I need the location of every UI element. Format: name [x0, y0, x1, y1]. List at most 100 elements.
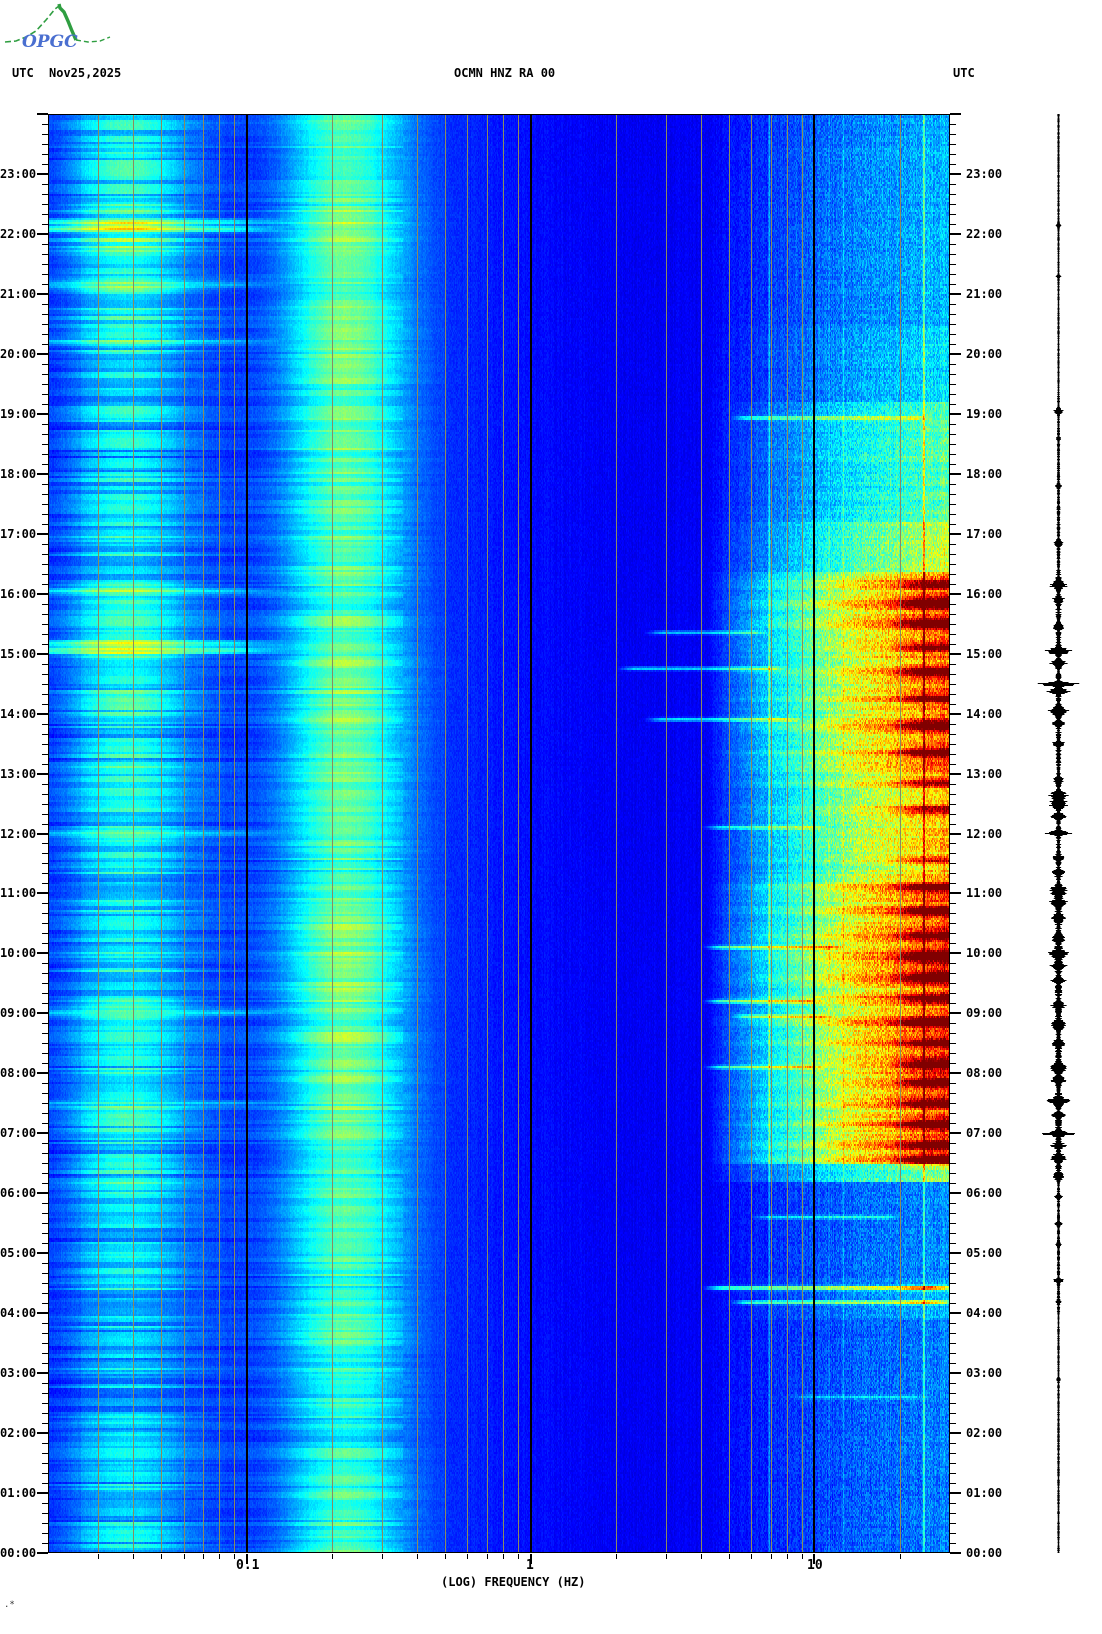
- hour-label-right-05:00: 05:00: [966, 1246, 1003, 1261]
- y-minor-tick-right: [950, 1303, 956, 1304]
- y-minor-tick-left: [42, 704, 48, 705]
- y-minor-tick-left: [42, 1243, 48, 1244]
- y-minor-tick-right: [950, 184, 956, 185]
- y-major-tick-right: [950, 113, 961, 115]
- y-minor-tick-left: [42, 364, 48, 365]
- y-minor-tick-right: [950, 1223, 956, 1224]
- y-minor-tick-right: [950, 1043, 956, 1044]
- y-major-tick-left: [37, 1432, 48, 1434]
- hour-label-left-00:00: 00:00: [0, 1546, 37, 1560]
- y-minor-tick-left: [42, 614, 48, 615]
- y-minor-tick-left: [42, 214, 48, 215]
- hour-label-right-03:00: 03:00: [966, 1366, 1003, 1381]
- y-minor-tick-left: [42, 794, 48, 795]
- y-minor-tick-left: [42, 404, 48, 405]
- y-minor-tick-left: [42, 1153, 48, 1154]
- y-major-tick-left: [37, 713, 48, 715]
- y-major-tick-right: [950, 353, 961, 355]
- y-major-tick-left: [37, 1552, 48, 1554]
- y-minor-tick-right: [950, 863, 956, 864]
- y-minor-tick-right: [950, 264, 956, 265]
- hour-label-right-12:00: 12:00: [966, 826, 1003, 841]
- logo-mountain-left-slope: [4, 5, 60, 43]
- x-minor-tick: [467, 1554, 468, 1559]
- y-major-tick-right: [950, 473, 961, 475]
- y-minor-tick-left: [42, 564, 48, 565]
- y-minor-tick-left: [42, 504, 48, 505]
- y-minor-tick-left: [42, 1083, 48, 1084]
- y-minor-tick-left: [42, 1323, 48, 1324]
- y-minor-tick-left: [42, 604, 48, 605]
- y-minor-tick-left: [42, 1273, 48, 1274]
- y-minor-tick-left: [42, 434, 48, 435]
- y-minor-tick-right: [950, 744, 956, 745]
- y-minor-tick-right: [950, 853, 956, 854]
- y-minor-tick-left: [42, 1233, 48, 1234]
- hour-label-right-19:00: 19:00: [966, 406, 1003, 421]
- y-minor-tick-left: [42, 674, 48, 675]
- hour-label-right-20:00: 20:00: [966, 346, 1003, 361]
- y-minor-tick-right: [950, 1023, 956, 1024]
- y-minor-tick-left: [42, 943, 48, 944]
- y-major-tick-right: [950, 713, 961, 715]
- y-minor-tick-left: [42, 494, 48, 495]
- y-minor-tick-right: [950, 1263, 956, 1264]
- y-minor-tick-right: [950, 484, 956, 485]
- hour-label-right-13:00: 13:00: [966, 766, 1003, 781]
- y-major-tick-right: [950, 1552, 961, 1554]
- x-minor-tick: [729, 1554, 730, 1559]
- x-minor-tick: [771, 1554, 772, 1559]
- seismogram-trace-canvas: [1018, 114, 1102, 1553]
- y-major-tick-left: [37, 1312, 48, 1314]
- hour-label-right-17:00: 17:00: [966, 526, 1003, 541]
- y-minor-tick-left: [42, 744, 48, 745]
- y-minor-tick-right: [950, 1113, 956, 1114]
- y-minor-tick-right: [950, 584, 956, 585]
- y-major-tick-left: [37, 1492, 48, 1494]
- y-minor-tick-right: [950, 1033, 956, 1034]
- y-minor-tick-left: [42, 324, 48, 325]
- y-minor-tick-right: [950, 724, 956, 725]
- hour-label-right-09:00: 09:00: [966, 1006, 1003, 1021]
- y-minor-tick-right: [950, 1513, 956, 1514]
- x-minor-tick: [332, 1554, 333, 1559]
- hour-label-left-03:00: 03:00: [0, 1366, 37, 1381]
- y-minor-tick-left: [42, 1423, 48, 1424]
- y-minor-tick-right: [950, 1503, 956, 1504]
- y-minor-tick-left: [42, 304, 48, 305]
- y-minor-tick-right: [950, 943, 956, 944]
- y-minor-tick-right: [950, 674, 956, 675]
- y-minor-tick-left: [42, 983, 48, 984]
- y-major-tick-left: [37, 1132, 48, 1134]
- y-minor-tick-right: [950, 933, 956, 934]
- y-minor-tick-right: [950, 734, 956, 735]
- y-minor-tick-right: [950, 794, 956, 795]
- y-major-tick-right: [950, 1492, 961, 1494]
- y-minor-tick-left: [42, 1183, 48, 1184]
- y-minor-tick-left: [42, 1413, 48, 1414]
- hour-label-right-11:00: 11:00: [966, 886, 1003, 901]
- opgc-logo: OPGC: [4, 3, 111, 52]
- y-major-tick-left: [37, 892, 48, 894]
- y-minor-tick-right: [950, 564, 956, 565]
- y-minor-tick-left: [42, 1363, 48, 1364]
- y-minor-tick-left: [42, 194, 48, 195]
- y-minor-tick-left: [42, 1283, 48, 1284]
- y-minor-tick-right: [950, 804, 956, 805]
- y-major-tick-left: [37, 833, 48, 835]
- hour-label-right-23:00: 23:00: [966, 166, 1003, 181]
- y-major-tick-right: [950, 952, 961, 954]
- y-minor-tick-right: [950, 694, 956, 695]
- y-minor-tick-right: [950, 164, 956, 165]
- y-minor-tick-right: [950, 764, 956, 765]
- y-minor-tick-right: [950, 1063, 956, 1064]
- y-major-tick-left: [37, 1252, 48, 1254]
- y-minor-tick-left: [42, 1023, 48, 1024]
- x-minor-tick: [184, 1554, 185, 1559]
- y-minor-tick-left: [42, 134, 48, 135]
- x-minor-tick: [666, 1554, 667, 1559]
- y-minor-tick-right: [950, 1143, 956, 1144]
- header-right-utc: UTC: [953, 66, 975, 80]
- y-minor-tick-left: [42, 903, 48, 904]
- y-minor-tick-left: [42, 1223, 48, 1224]
